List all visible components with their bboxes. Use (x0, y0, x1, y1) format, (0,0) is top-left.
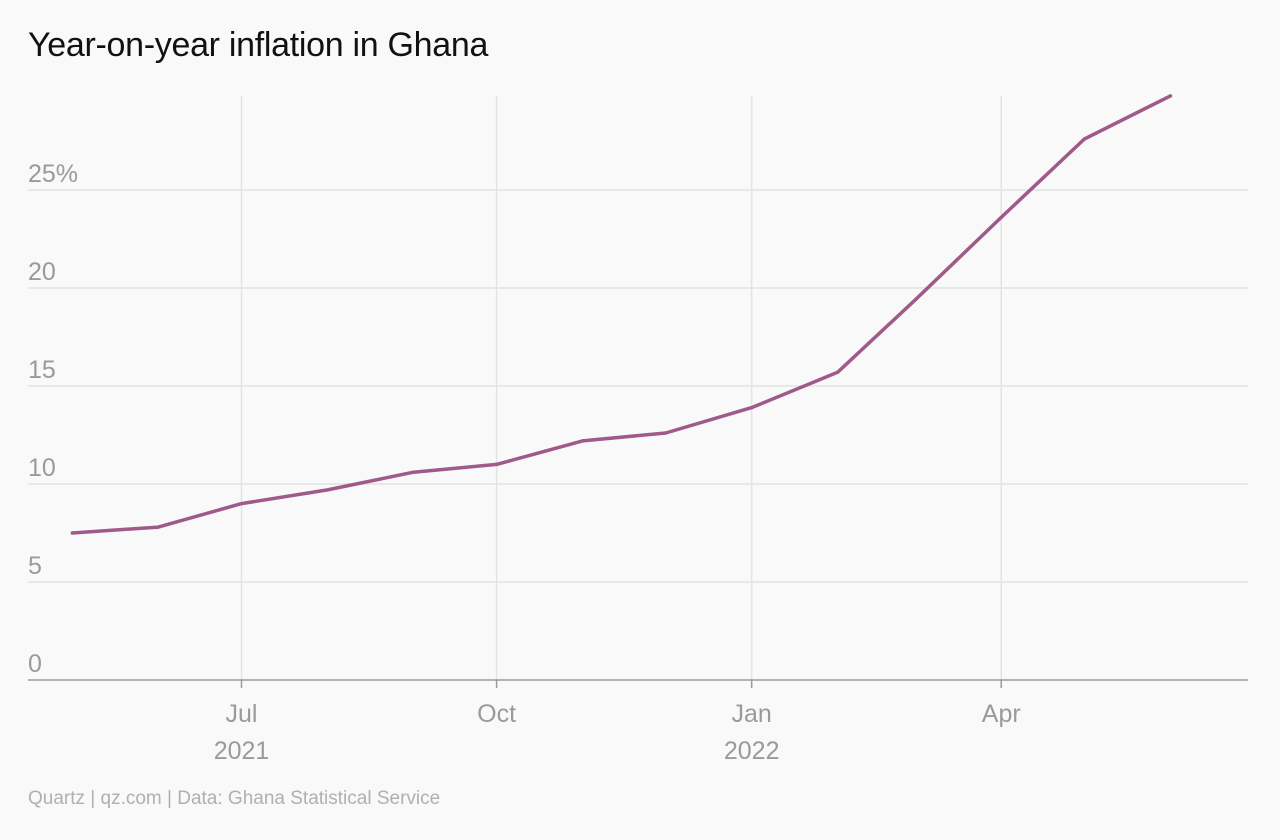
y-tick-label: 10 (28, 454, 56, 482)
source-note: Quartz | qz.com | Data: Ghana Statistica… (28, 788, 441, 809)
data-point (1168, 94, 1172, 98)
data-point (999, 215, 1003, 219)
x-tick-label: Apr (982, 700, 1021, 728)
x-gridlines (240, 96, 1002, 680)
x-axis-ticks: Jul 2021 Oct Jan 2022 Apr (214, 680, 1021, 765)
y-tick-label: 20 (28, 258, 56, 286)
x-tick-year-label: 2021 (214, 737, 270, 765)
data-point (70, 531, 74, 535)
y-axis-ticks: 0 5 10 15 20 25% (28, 160, 78, 678)
data-point (750, 406, 754, 410)
data-point (836, 370, 840, 374)
y-gridlines (28, 189, 1248, 583)
y-tick-label: 25% (28, 160, 78, 188)
series-line-inflation (70, 94, 1173, 535)
data-point (1082, 137, 1086, 141)
y-tick-label: 5 (28, 552, 42, 580)
x-tick-year-label: 2022 (724, 737, 780, 765)
data-point (325, 488, 330, 492)
series-layer (70, 94, 1173, 535)
data-point (580, 439, 585, 443)
x-tick-label: Jul (226, 700, 258, 728)
data-point (913, 298, 917, 302)
data-point (411, 470, 415, 474)
data-point (664, 431, 668, 435)
y-tick-label: 0 (28, 650, 42, 678)
data-point (239, 502, 244, 506)
data-point (156, 525, 160, 529)
data-point (495, 462, 499, 466)
x-tick-label: Jan (732, 700, 772, 728)
x-tick-label: Oct (477, 700, 516, 728)
chart-title: Year-on-year inflation in Ghana (28, 26, 489, 64)
y-tick-label: 15 (28, 356, 56, 384)
